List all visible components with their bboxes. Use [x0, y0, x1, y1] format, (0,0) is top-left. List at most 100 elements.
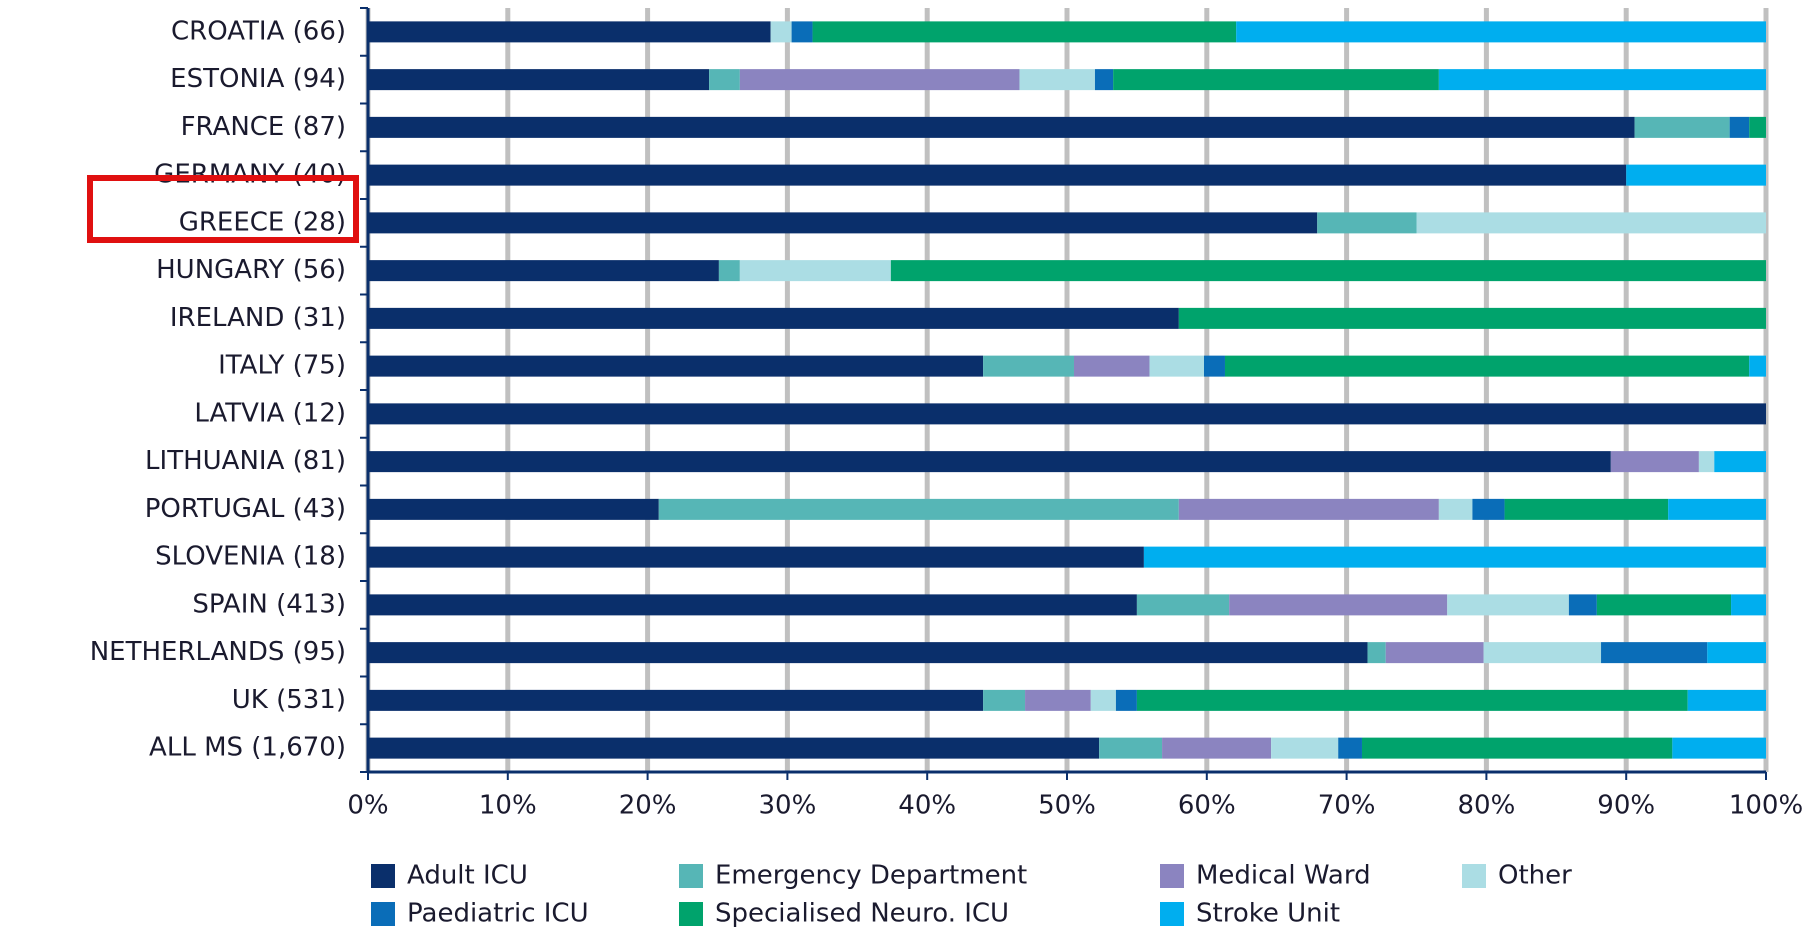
bar-segment: [1317, 212, 1417, 234]
highlight-box: [87, 175, 359, 243]
bar-segment: [1094, 69, 1114, 91]
legend-swatch: [679, 902, 703, 926]
bar-segment: [368, 737, 1100, 759]
bar-segment: [1568, 594, 1597, 616]
bar-segment: [1483, 642, 1602, 664]
bar-segment: [368, 307, 1179, 329]
x-tick-label: 50%: [1038, 791, 1096, 821]
bar-segment: [718, 260, 740, 282]
x-tick-label: 0%: [347, 791, 388, 821]
x-tick-label: 10%: [479, 791, 537, 821]
legend-swatch: [679, 864, 703, 888]
bar-segment: [658, 498, 1179, 520]
y-tick-label: GREECE (28): [179, 207, 346, 237]
y-tick-label: HUNGARY (56): [156, 255, 346, 285]
y-tick-label: ALL MS (1,670): [149, 733, 346, 763]
bar-segment: [890, 260, 1766, 282]
bar-segment: [368, 260, 719, 282]
y-tick-label: SLOVENIA (18): [155, 542, 346, 572]
bar-segment: [1610, 451, 1699, 473]
bar-segment: [791, 21, 813, 43]
bar-segment: [739, 260, 891, 282]
bar-segment: [1367, 642, 1386, 664]
bar-segment: [1749, 355, 1766, 377]
bar-segment: [368, 594, 1137, 616]
bar-segment: [1596, 594, 1732, 616]
bar-segment: [1149, 355, 1205, 377]
bar-segment: [368, 546, 1144, 568]
legend-swatch: [1160, 864, 1184, 888]
bar-segment: [1438, 498, 1473, 520]
bar-segment: [1019, 69, 1095, 91]
y-tick-label: CROATIA (66): [171, 16, 346, 46]
bar-segment: [1162, 737, 1272, 759]
bar-segment: [1626, 164, 1766, 186]
bar-segment: [1601, 642, 1708, 664]
bar-segment: [1113, 69, 1439, 91]
bar-segment: [812, 21, 1237, 43]
bar-segment: [983, 689, 1026, 711]
bar-segment: [1672, 737, 1766, 759]
legend-label: Paediatric ICU: [407, 899, 589, 929]
bar-segment: [1714, 451, 1766, 473]
y-tick-label: NETHERLANDS (95): [90, 637, 346, 667]
bar-segment: [770, 21, 792, 43]
legend-label: Specialised Neuro. ICU: [715, 899, 1009, 929]
legend-label: Adult ICU: [407, 861, 528, 891]
bar-segment: [1385, 642, 1484, 664]
axes: 0% 10% 20% 30% 40% 50% 60% 70% 80% 90% 100% CROATIA…: [90, 7, 1803, 821]
bar-segment: [368, 164, 1627, 186]
bar-segment: [709, 69, 740, 91]
y-tick-label: GERMANY (40): [154, 160, 346, 190]
bar-segment: [368, 69, 710, 91]
bar-segment: [1438, 69, 1766, 91]
x-tick-label: 90%: [1597, 791, 1655, 821]
bar-segment: [1361, 737, 1673, 759]
bar-segment: [1749, 116, 1766, 138]
bar-segment: [1025, 689, 1091, 711]
x-tick-label: 20%: [619, 791, 677, 821]
bar-segment: [1687, 689, 1766, 711]
x-tick-label: 100%: [1729, 791, 1803, 821]
bar-segment: [368, 403, 1766, 425]
bar-segment: [1143, 546, 1766, 568]
bar-segment: [739, 69, 1020, 91]
bar-segment: [1731, 594, 1766, 616]
bar-segment: [1472, 498, 1505, 520]
bar-segment: [1073, 355, 1150, 377]
bar-segment: [1729, 116, 1750, 138]
bar-segment: [368, 21, 771, 43]
x-tick-label: 40%: [898, 791, 956, 821]
x-tick-label: 80%: [1458, 791, 1516, 821]
bar-segment: [368, 116, 1635, 138]
legend: Adult ICU Emergency Department Medical War…: [371, 861, 1572, 929]
bar-segment: [1136, 594, 1230, 616]
bar-segment: [983, 355, 1074, 377]
y-tick-label: ESTONIA (94): [170, 64, 346, 94]
y-tick-label: PORTUGAL (43): [145, 494, 346, 524]
y-tick-label: LITHUANIA (81): [145, 446, 346, 476]
legend-label: Emergency Department: [715, 861, 1027, 891]
bar-segment: [1224, 355, 1750, 377]
x-tick-label: 60%: [1178, 791, 1236, 821]
bar-segment: [368, 689, 984, 711]
y-tick-label: ITALY (75): [218, 351, 346, 381]
bar-segment: [368, 642, 1368, 664]
bar-segment: [1416, 212, 1766, 234]
bar-segment: [1204, 355, 1225, 377]
y-tick-label: FRANCE (87): [181, 112, 346, 142]
y-tick-label: SPAIN (413): [192, 589, 346, 619]
bar-segment: [1178, 307, 1766, 329]
bar-segment: [1090, 689, 1116, 711]
bar-segment: [1099, 737, 1163, 759]
legend-swatch: [371, 864, 395, 888]
bar-segment: [1236, 21, 1766, 43]
bar-segment: [1115, 689, 1137, 711]
bar-segment: [1634, 116, 1730, 138]
bar-segment: [1668, 498, 1766, 520]
y-tick-label: IRELAND (31): [170, 303, 346, 333]
bars: [368, 21, 1766, 759]
legend-label: Other: [1498, 861, 1572, 891]
x-tick-label: 70%: [1318, 791, 1376, 821]
bar-segment: [1136, 689, 1688, 711]
